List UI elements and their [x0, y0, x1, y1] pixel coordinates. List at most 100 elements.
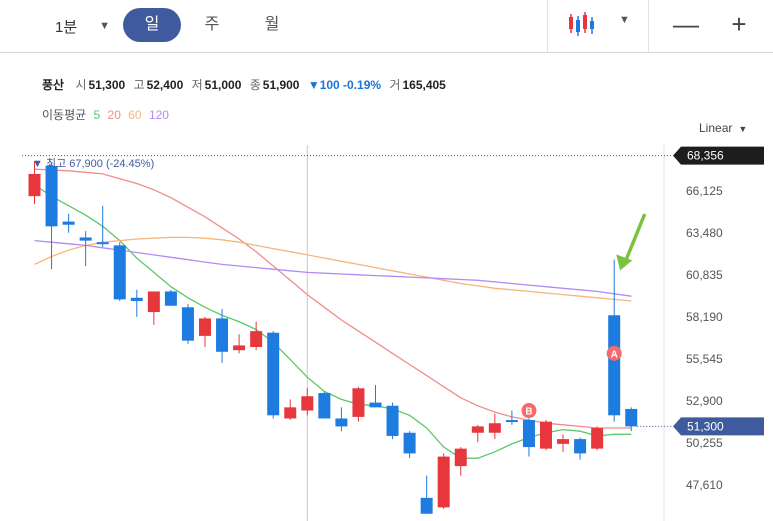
candle [540, 420, 552, 451]
candle [454, 447, 467, 476]
candle [386, 402, 399, 440]
top-price-tag-text: 68,356 [687, 149, 724, 163]
open-label: 시 [75, 78, 87, 92]
top-price-tag-bg [673, 146, 764, 165]
y-tick-label: 55,545 [686, 352, 723, 366]
candle-body [505, 420, 518, 423]
timeframe-select[interactable]: 1분 ▼ [55, 14, 110, 38]
candle [574, 437, 587, 460]
candle [369, 385, 382, 408]
candle [284, 399, 297, 421]
candle-body [488, 423, 501, 433]
ohlc-info: 풍산 시 51,300 고 52,400 저 51,000 종 51,900 ▼100 … [42, 76, 451, 93]
signal-marker-circle [521, 403, 537, 419]
candle-body [113, 245, 126, 300]
volume-label: 거 [389, 78, 401, 92]
y-tick-label: 63,480 [686, 226, 723, 240]
candle [301, 388, 314, 416]
candle [62, 213, 75, 233]
candle-body [250, 331, 263, 348]
candle-body [216, 318, 229, 352]
chart-type-chevron-down-icon[interactable]: ▼ [619, 14, 630, 26]
candle-body [437, 456, 450, 508]
y-tick-label: 60,835 [686, 268, 723, 282]
candle-body [164, 291, 177, 306]
max-price-annotation: ▼ 최고 67,900 (-24.45%) [32, 157, 154, 170]
low-label: 저 [191, 78, 203, 92]
ma-5-line [34, 184, 632, 459]
candle [147, 291, 160, 325]
candle-body [471, 426, 484, 433]
candle-body [318, 393, 331, 419]
high-label: 고 [133, 78, 145, 92]
candle-body [233, 345, 246, 351]
tab-month[interactable]: 월 [264, 16, 280, 33]
signal-marker-a: A [606, 345, 622, 361]
y-tick-label: 58,190 [686, 310, 723, 324]
zoom-out-button[interactable]: — [673, 9, 699, 39]
candle [437, 453, 450, 509]
ma-120-label: 120 [148, 108, 169, 122]
y-tick-label: 50,255 [686, 436, 723, 450]
signal-marker-b: B [521, 403, 537, 419]
candle-body [557, 439, 570, 444]
candle [216, 308, 229, 363]
candle [625, 407, 638, 432]
candle [557, 434, 570, 452]
candle-body [625, 408, 638, 427]
candle-body [181, 307, 194, 341]
candle [488, 413, 501, 440]
candle-body [130, 297, 143, 301]
chevron-down-icon: ▼ [99, 20, 111, 32]
low-value: 51,000 [204, 78, 242, 92]
candle-body [335, 418, 348, 427]
candlestick-type-icon[interactable] [566, 11, 598, 39]
tab-day[interactable]: 일 [123, 8, 181, 42]
candle [608, 259, 621, 422]
current-price-tag: 51,300 [673, 417, 764, 436]
candle [28, 161, 41, 205]
moving-average-legend[interactable]: 이동평균 5 20 60 120 [42, 106, 173, 123]
chevron-down-icon: ▼ [738, 124, 748, 134]
candle-body [420, 497, 433, 514]
ma-60-label: 60 [128, 108, 142, 122]
scale-mode-select[interactable]: Linear ▼ [699, 121, 747, 135]
candle-body [79, 237, 92, 241]
candle-body [147, 291, 160, 313]
candle-body [403, 432, 416, 454]
open-value: 51,300 [88, 78, 126, 92]
zoom-in-button[interactable]: + [731, 9, 747, 39]
candle [79, 231, 92, 267]
stock-name: 풍산 [42, 78, 65, 92]
toolbar-divider [547, 0, 548, 52]
candle-body [352, 388, 365, 417]
y-tick-label: 66,125 [686, 184, 723, 198]
signal-marker-label: B [525, 407, 532, 418]
current-price-tag-text: 51,300 [687, 419, 724, 433]
candle-body [267, 332, 280, 416]
current-price-tag-bg [673, 417, 764, 436]
high-value: 52,400 [146, 78, 184, 92]
ma-label: 이동평균 [42, 108, 87, 122]
candle [471, 424, 484, 443]
candle [335, 407, 348, 432]
timeframe-label: 1분 [55, 18, 78, 36]
arrow-shaft [622, 213, 646, 267]
candle-body [522, 420, 535, 448]
y-tick-label: 52,900 [686, 394, 723, 408]
candle [181, 304, 194, 344]
ma-60-line [34, 236, 632, 302]
candle-body [591, 427, 604, 449]
candle [505, 410, 518, 425]
candle [113, 242, 126, 301]
toolbar-divider [648, 0, 649, 52]
tab-week[interactable]: 주 [204, 16, 220, 33]
ma-20-label: 20 [107, 108, 121, 122]
candle [420, 475, 433, 514]
candle [267, 331, 280, 419]
ma-5-label: 5 [93, 108, 101, 122]
volume-value: 165,405 [402, 78, 446, 92]
candle-body [608, 315, 621, 416]
candle [96, 205, 109, 247]
